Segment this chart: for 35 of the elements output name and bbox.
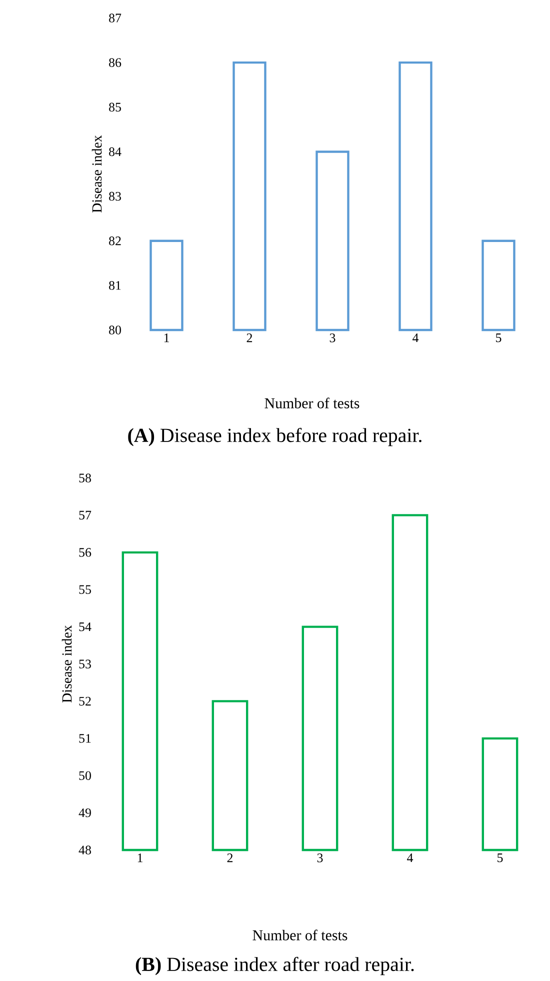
- x-tick-label: 2: [227, 854, 233, 862]
- y-tick-label: 49: [78, 808, 91, 818]
- x-tick-label: 2: [246, 334, 252, 342]
- y-tick-label: 52: [79, 696, 91, 706]
- y-tick-label: 54: [79, 622, 92, 632]
- y-tick-label: 82: [109, 236, 121, 246]
- y-tick-label: 51: [79, 734, 91, 743]
- x-axis-title: Number of tests: [252, 930, 348, 940]
- y-tick-label: 81: [109, 281, 121, 290]
- y-tick-label: 58: [79, 474, 91, 482]
- y-tick-label: 56: [79, 548, 92, 557]
- x-tick-label: 5: [498, 854, 503, 862]
- x-axis-title: Number of tests: [264, 398, 360, 408]
- x-tick-label: 3: [317, 854, 323, 862]
- text: (B) Disease index after road repair.: [136, 956, 414, 976]
- x-tick-label: 1: [164, 334, 169, 342]
- y-tick-label: 83: [109, 192, 121, 201]
- y-tick-label: 57: [79, 510, 92, 520]
- x-tick-label: 1: [138, 854, 142, 862]
- y-axis-title: Disease index: [92, 135, 102, 213]
- x-tick-label: 4: [412, 334, 419, 342]
- y-tick-label: 55: [79, 585, 91, 594]
- x-tick-label: 5: [496, 334, 502, 342]
- y-tick-label: 80: [109, 326, 121, 334]
- y-tick-label: 86: [109, 58, 122, 67]
- x-tick-label: 3: [330, 334, 336, 342]
- x-tick-label: 4: [407, 854, 414, 862]
- y-tick-label: 48: [78, 846, 91, 854]
- y-tick-label: 87: [109, 14, 122, 22]
- text: (A) Disease index before road repair.: [128, 428, 422, 446]
- y-tick-label: 84: [109, 147, 122, 156]
- y-tick-label: 50: [79, 771, 91, 780]
- y-axis-title: Disease index: [62, 625, 72, 703]
- y-tick-label: 85: [109, 102, 121, 112]
- y-tick-label: 53: [79, 660, 91, 668]
